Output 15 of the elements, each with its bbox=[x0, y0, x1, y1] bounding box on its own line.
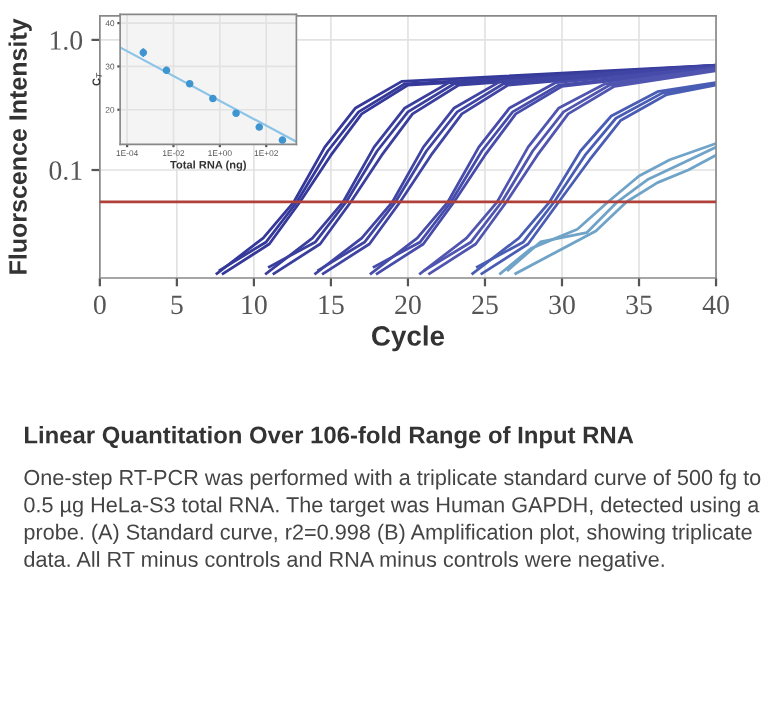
text: Linear Quantitation Over 106-fold Range of Input RNA bbox=[25, 425, 634, 449]
x-tick-label: 0 bbox=[93, 295, 106, 315]
x-axis-title: Cycle bbox=[372, 325, 445, 352]
x-tick-label: 30 bbox=[549, 295, 575, 315]
x-tick-label: 5 bbox=[171, 295, 183, 315]
y-tick-label: 1.0 bbox=[50, 31, 83, 50]
x-tick-label: 10 bbox=[242, 295, 267, 315]
y-axis-title: Fluorscence Intensity bbox=[8, 18, 32, 274]
x-tick-label: 15 bbox=[319, 295, 344, 315]
x-tick-label: 40 bbox=[702, 295, 729, 315]
x-tick-label: 35 bbox=[626, 295, 652, 315]
text: One-step RT-PCR was performed with a triplicate standard curve of 500 fg to 0.5 µg HeLa-S3 total RNA. The target was Human GAPDH, detected using a probe. (A) Standard curve, r2=0.998 (B) Amplification plot, showing triplicate data. All RT minus controls and RNA minus controls were negative. bbox=[24, 469, 761, 572]
x-tick-label: 25 bbox=[472, 295, 498, 315]
x-tick-label: 20 bbox=[395, 295, 421, 315]
y-tick-label: 0.1 bbox=[49, 161, 82, 181]
